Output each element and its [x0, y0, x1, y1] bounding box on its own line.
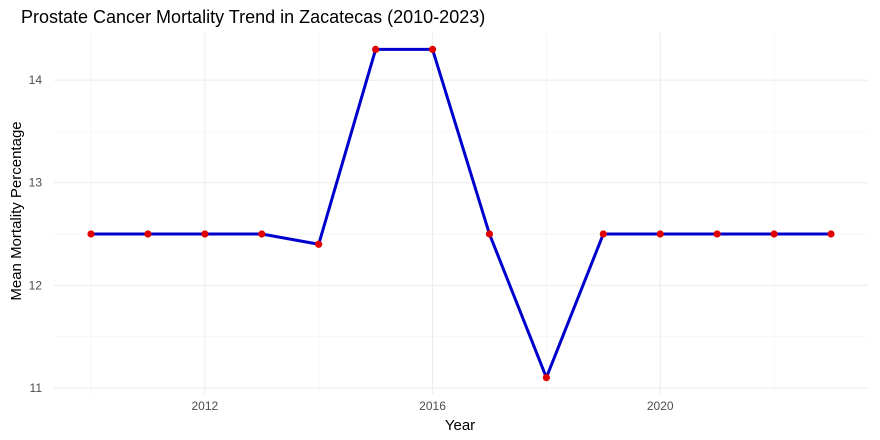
x-tick-label: 2012 [191, 399, 218, 413]
x-tick-label: 2016 [419, 399, 446, 413]
data-point [144, 230, 152, 238]
data-point [258, 230, 266, 238]
data-point [656, 230, 664, 238]
chart-title: Prostate Cancer Mortality Trend in Zacat… [21, 7, 485, 27]
tick-labels: 2012 2016 2020 11 12 13 14 [29, 73, 674, 413]
y-tick-label: 12 [29, 278, 43, 292]
data-point [485, 230, 494, 238]
data-point [827, 230, 835, 238]
y-tick-label: 11 [30, 381, 43, 395]
data-point [315, 240, 323, 248]
y-tick-label: 14 [29, 73, 43, 87]
series-layer [87, 45, 835, 382]
y-tick-label: 13 [29, 176, 43, 190]
data-point [87, 230, 95, 238]
grid [54, 33, 868, 394]
series-line [89, 47, 833, 380]
y-axis-title: Mean Mortality Percentage [8, 121, 25, 300]
data-point [201, 230, 209, 238]
x-tick-label: 2020 [647, 399, 674, 413]
data-point [372, 45, 380, 54]
data-point [428, 45, 437, 54]
data-point [599, 230, 607, 238]
x-axis-title: Year [445, 417, 475, 434]
data-point [770, 230, 778, 238]
data-point [542, 373, 550, 382]
data-point [713, 230, 721, 238]
